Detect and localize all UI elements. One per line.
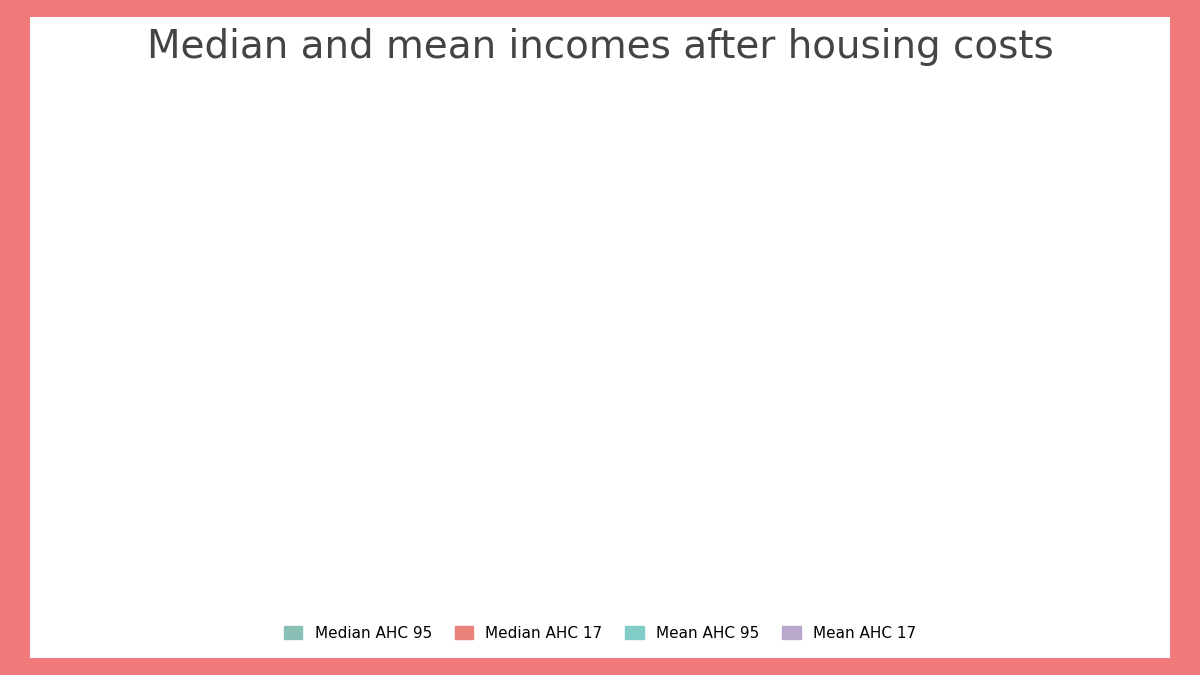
Bar [650,268,664,675]
Bar [298,389,311,675]
Bar [934,362,947,675]
Bar [406,440,420,675]
Bar [283,398,298,675]
Bar [311,414,325,675]
Bar [474,354,487,675]
Bar [1138,475,1151,675]
Bar [230,458,244,675]
Bar [961,440,974,675]
Bar [690,302,703,675]
Bar [947,432,961,675]
Bar [636,268,650,675]
Bar [812,182,826,675]
Bar [1056,354,1069,675]
Bar [703,354,718,675]
Bar [527,362,541,675]
Bar [216,432,230,675]
Bar [770,234,785,675]
Bar [1110,406,1123,675]
Bar [365,414,378,675]
Bar [718,234,731,675]
Bar [134,354,149,675]
Bar [487,414,502,675]
Bar [785,268,798,675]
Bar [121,346,134,675]
Bar [244,475,258,675]
Bar [974,466,989,675]
Bar [1028,328,1042,675]
Bar [203,466,216,675]
Bar [460,354,474,675]
Bar [798,225,812,675]
Bar [852,380,866,675]
Bar [162,346,176,675]
Bar [894,362,907,675]
Bar [866,354,880,675]
Bar [1096,406,1110,675]
Bar [622,302,636,675]
Bar [569,423,582,675]
Bar [1042,354,1056,675]
Text: Median and mean incomes after housing costs: Median and mean incomes after housing co… [146,28,1054,66]
Bar [378,380,392,675]
Y-axis label: Income, UK = 100: Income, UK = 100 [53,254,68,394]
Bar [731,277,745,675]
Bar [880,380,894,675]
Bar [149,346,162,675]
Bar [608,268,622,675]
Bar [446,371,460,675]
Legend: Median AHC 95, Median AHC 17, Mean AHC 95, Mean AHC 17: Median AHC 95, Median AHC 17, Mean AHC 9… [278,620,922,647]
Bar [541,389,554,675]
Bar [392,423,406,675]
Bar [325,432,338,675]
Bar [554,354,569,675]
Bar [1014,362,1028,675]
Bar [1123,414,1138,675]
